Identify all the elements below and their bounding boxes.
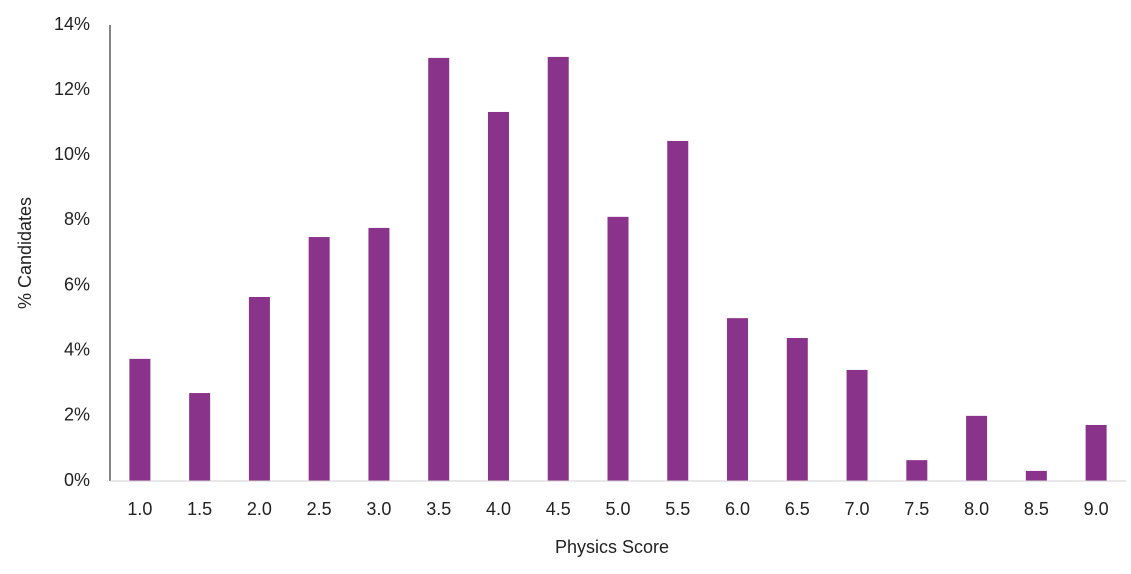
bar (189, 393, 211, 481)
x-tick-label: 7.5 (904, 499, 929, 519)
bar (248, 296, 270, 481)
x-tick-label: 3.5 (426, 499, 451, 519)
x-axis-label: Physics Score (555, 537, 669, 557)
y-tick-label: 12% (54, 79, 90, 99)
x-tick-label: 4.0 (486, 499, 511, 519)
bar (308, 237, 330, 481)
bar (966, 415, 988, 481)
y-tick-label: 2% (64, 405, 90, 425)
x-tick-label: 6.5 (785, 499, 810, 519)
bar (906, 460, 928, 481)
x-tick-label: 2.0 (247, 499, 272, 519)
x-tick-label: 1.5 (187, 499, 212, 519)
x-tick-label: 8.5 (1024, 499, 1049, 519)
bar (487, 111, 509, 482)
x-tick-label: 6.0 (725, 499, 750, 519)
bar (667, 140, 689, 481)
y-tick-label: 14% (54, 14, 90, 34)
x-tick-label: 8.0 (964, 499, 989, 519)
y-tick-label: 6% (64, 274, 90, 294)
x-tick-label: 3.0 (366, 499, 391, 519)
y-tick-label: 8% (64, 209, 90, 229)
bar (786, 338, 808, 481)
bar (607, 216, 629, 482)
x-tick-label: 5.0 (605, 499, 630, 519)
bar (1085, 424, 1107, 481)
x-tick-label: 9.0 (1084, 499, 1109, 519)
bar (727, 318, 749, 481)
y-tick-label: 0% (64, 470, 90, 490)
bar (1025, 470, 1047, 481)
y-axis-label: % Candidates (15, 197, 35, 309)
bar (428, 57, 450, 481)
y-tick-label: 4% (64, 339, 90, 359)
x-tick-label: 7.0 (845, 499, 870, 519)
x-tick-label: 4.5 (546, 499, 571, 519)
bar (129, 358, 151, 481)
bar (547, 56, 569, 482)
x-tick-label: 2.5 (307, 499, 332, 519)
bar (846, 369, 868, 481)
x-tick-label: 5.5 (665, 499, 690, 519)
y-tick-label: 10% (54, 144, 90, 164)
x-tick-label: 1.0 (127, 499, 152, 519)
bar (368, 227, 390, 481)
